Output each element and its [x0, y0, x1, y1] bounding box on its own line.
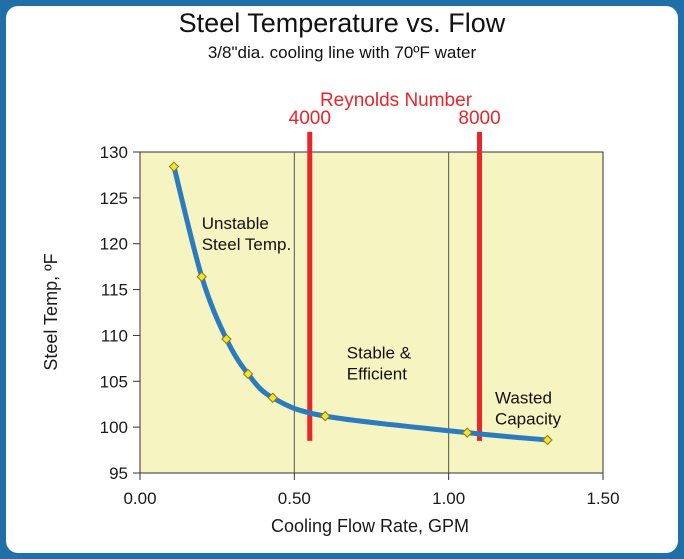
- data-point: [461, 427, 473, 438]
- reynolds-label-4000: 4000: [289, 108, 331, 129]
- annotation-text: Steel Temp.: [202, 235, 291, 254]
- annotation-text: Efficient: [347, 364, 407, 383]
- y-tick-label: 95: [109, 464, 128, 483]
- x-tick-label: 1.50: [586, 489, 619, 508]
- y-tick-label: 110: [101, 326, 128, 345]
- x-tick-label: 0.00: [123, 489, 156, 508]
- reynolds-lines: 4000 8000: [289, 108, 501, 441]
- reynolds-number-label: Reynolds Number: [320, 90, 473, 111]
- gridlines: [293, 152, 450, 473]
- data-point: [267, 392, 278, 404]
- y-tick-label: 125: [100, 189, 128, 208]
- annotation-text: Stable &: [347, 343, 412, 362]
- data-point: [542, 434, 553, 446]
- chart-subtitle: 3/8"dia. cooling line with 70ºF water: [208, 43, 477, 62]
- x-tick-label: 1.00: [432, 489, 465, 508]
- y-tick-label: 130: [100, 143, 128, 162]
- y-tick-label: 100: [100, 418, 128, 437]
- y-tick-label: 105: [100, 372, 128, 391]
- annotation-text: Wasted: [495, 388, 552, 407]
- data-point: [221, 333, 232, 345]
- y-axis-label: Steel Temp, ºF: [41, 253, 61, 370]
- reynolds-label-8000: 8000: [458, 108, 500, 129]
- annotation-text: Unstable: [202, 214, 269, 233]
- data-point: [168, 161, 180, 172]
- data-point: [196, 271, 207, 282]
- data-point: [242, 368, 254, 380]
- annotations: Unstable Steel Temp. Stable & Efficient Wast…: [202, 214, 562, 428]
- annotation-text: Capacity: [495, 409, 562, 428]
- x-axis-label: Cooling Flow Rate, GPM: [271, 516, 469, 536]
- data-series: [168, 161, 553, 446]
- chart-title: Steel Temperature vs. Flow: [179, 8, 506, 38]
- x-tick-label: 0.50: [278, 489, 311, 508]
- y-tick-label: 115: [101, 281, 128, 300]
- data-point: [319, 410, 331, 422]
- axis-ticks: 0.00 0.50 1.00 1.50 95 100 105 110 115 120 125 130: [100, 143, 620, 508]
- y-tick-label: 120: [100, 235, 128, 254]
